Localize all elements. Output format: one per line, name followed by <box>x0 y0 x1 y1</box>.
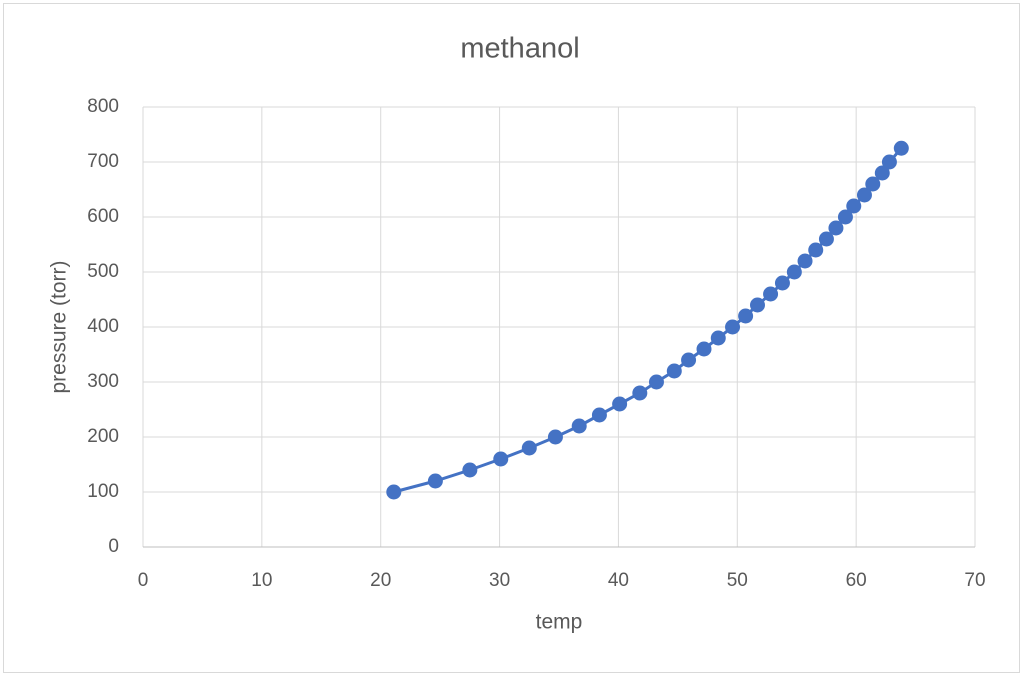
data-point <box>837 209 853 225</box>
data-point <box>725 319 741 335</box>
y-tick-label: 0 <box>108 536 119 557</box>
data-point <box>710 330 726 346</box>
x-tick-label: 0 <box>138 570 149 591</box>
x-tick-label: 40 <box>608 570 629 591</box>
data-point <box>881 154 897 170</box>
data-point <box>763 286 779 302</box>
y-axis-label: pressure (torr) <box>48 260 71 393</box>
data-point <box>856 187 872 203</box>
data-point <box>666 363 682 379</box>
data-point <box>591 407 607 423</box>
data-point <box>818 231 834 247</box>
data-point <box>547 429 563 445</box>
data-point <box>612 396 628 412</box>
x-tick-label: 50 <box>727 570 748 591</box>
x-tick-label: 10 <box>251 570 272 591</box>
y-tick-label: 800 <box>87 96 119 117</box>
data-point <box>427 473 443 489</box>
data-point <box>865 176 881 192</box>
data-point <box>893 140 909 156</box>
data-point <box>786 264 802 280</box>
data-point <box>797 253 813 269</box>
x-tick-label: 60 <box>846 570 867 591</box>
data-point <box>632 385 648 401</box>
chart-border <box>3 3 1020 673</box>
data-point <box>462 462 478 478</box>
data-point <box>749 297 765 313</box>
y-tick-label: 100 <box>87 481 119 502</box>
data-point <box>874 165 890 181</box>
data-point <box>493 451 509 467</box>
data-point <box>386 484 402 500</box>
y-tick-label: 300 <box>87 371 119 392</box>
x-tick-label: 20 <box>370 570 391 591</box>
data-point <box>774 275 790 291</box>
data-point <box>808 242 824 258</box>
data-point <box>648 374 664 390</box>
y-tick-label: 500 <box>87 261 119 282</box>
chart-title: methanol <box>460 33 579 65</box>
data-point <box>571 418 587 434</box>
y-tick-label: 700 <box>87 151 119 172</box>
x-tick-label: 70 <box>964 570 985 591</box>
data-point <box>846 198 862 214</box>
y-tick-label: 600 <box>87 206 119 227</box>
data-point <box>738 308 754 324</box>
data-point <box>681 352 697 368</box>
x-axis-label: temp <box>536 611 583 634</box>
data-point <box>521 440 537 456</box>
data-point <box>696 341 712 357</box>
y-tick-label: 200 <box>87 426 119 447</box>
data-point <box>828 220 844 236</box>
y-tick-label: 400 <box>87 316 119 337</box>
x-tick-label: 30 <box>489 570 510 591</box>
